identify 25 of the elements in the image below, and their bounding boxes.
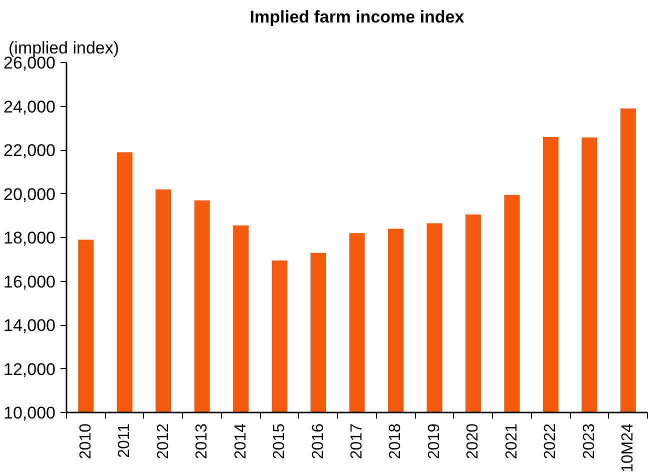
x-tick-label: 10M24 bbox=[620, 423, 637, 472]
x-tick-label: 2019 bbox=[426, 423, 443, 460]
x-tick-label: 2017 bbox=[348, 423, 366, 460]
chart-title: Implied farm income index bbox=[250, 8, 465, 26]
y-tick-label: 14,000 bbox=[4, 316, 56, 335]
x-tick-label: 2014 bbox=[232, 423, 250, 460]
x-tick-label: 2011 bbox=[116, 423, 134, 458]
x-tick-label: 2015 bbox=[271, 423, 288, 460]
y-tick-label: 22,000 bbox=[4, 141, 56, 160]
y-axis-title: (implied index) bbox=[8, 38, 120, 58]
x-tick-label: 2020 bbox=[464, 423, 482, 460]
y-tick-label: 10,000 bbox=[4, 404, 56, 422]
y-tick-label: 20,000 bbox=[4, 184, 56, 204]
x-tick-label: 2012 bbox=[154, 423, 172, 460]
x-tick-label: 2013 bbox=[194, 423, 211, 460]
x-tick-label: 2021 bbox=[503, 423, 520, 460]
x-tick-label: 2010 bbox=[77, 423, 94, 460]
x-tick-label: 2023 bbox=[580, 423, 598, 460]
x-tick-label: 2016 bbox=[310, 423, 327, 460]
y-tick-label: 16,000 bbox=[4, 272, 56, 292]
y-tick-label: 24,000 bbox=[4, 97, 56, 116]
y-tick-label: 18,000 bbox=[4, 228, 56, 248]
y-tick-label: 12,000 bbox=[4, 360, 56, 379]
x-tick-label: 2022 bbox=[542, 423, 560, 460]
x-tick-label: 2018 bbox=[387, 423, 404, 460]
